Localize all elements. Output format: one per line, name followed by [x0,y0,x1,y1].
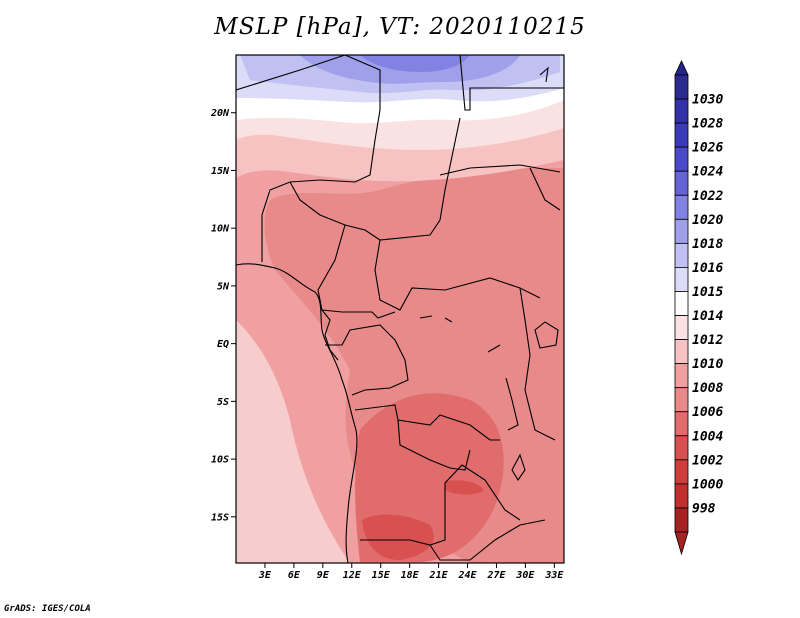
colorbar-segment [674,291,689,316]
grads-credit: GrADS: IGES/COLA [4,604,91,614]
colorbar-label: 1026 [692,141,723,156]
latitude-axis: 20N 15N 10N 5N EQ 5S 10S 15S [210,108,236,523]
lon-tick-label: 12E [343,570,362,581]
border-nigeria [289,181,381,241]
border-namibia-botswana [360,464,521,546]
colorbar-label: 1022 [692,189,723,204]
coast-west-gabon [321,309,339,361]
colorbar-label: 1000 [692,477,723,492]
lon-tick-label: 18E [401,570,420,581]
longitude-axis: 3E 6E 9E 12E 15E 18E 21E 24E 27E 30E 33E [258,563,564,581]
border-gabon-congo [325,324,409,396]
lat-tick-label: 5S [217,397,229,408]
colorbar-segment [674,170,689,196]
colorbar-label: 1004 [692,429,723,444]
map-frame [235,54,565,564]
lon-tick-label: 3E [258,570,272,581]
lon-tick-label: 9E [317,570,330,581]
border-angola-zambia [397,419,471,471]
colorbar-label: 1012 [692,333,723,348]
colorbar-segment [674,242,689,268]
field-deep-low-1 [362,514,434,560]
colorbar-label: 1015 [692,285,723,300]
colorbar-label: 1002 [692,453,723,468]
border-lakes [505,377,526,482]
lon-tick-label: 27E [486,570,506,581]
colorbar-label: 1006 [692,405,723,420]
lon-tick-label: 24E [457,570,477,581]
lon-tick-label: 30E [515,570,535,581]
lon-tick-label: 21E [429,570,449,581]
lon-tick-label: 15E [372,570,391,581]
colorbar-segment [674,483,689,509]
colorbar-segment [674,435,689,461]
colorbar-segment [674,146,689,172]
colorbar-label: 1018 [692,237,723,252]
colorbar-label: 1016 [692,261,723,276]
colorbar-segment [674,507,689,533]
colorbar-segment [674,387,689,413]
lat-tick-label: 5N [217,281,230,292]
colorbar-segment [674,218,689,244]
border-east-africa [439,164,561,441]
colorbar-segment [674,363,689,389]
colorbar-segment [674,122,689,148]
colorbar-segment [674,315,689,340]
lat-tick-label: 10N [211,224,230,235]
colorbar-label: 1014 [692,309,723,324]
colorbar-label: 1030 [692,93,723,108]
lat-tick-label: EQ [217,339,229,350]
border-sahara-north [236,55,381,262]
colorbar-top-arrow [674,60,689,76]
colorbar-label: 1028 [692,117,723,132]
border-cameroon [317,224,396,319]
border-libya-egypt [459,55,564,111]
colorbar: 1030 1028 1026 1024 1022 1020 1018 1016 1015 1014… [674,60,723,556]
colorbar-label: 1020 [692,213,723,228]
colorbar-label: 1008 [692,381,723,396]
colorbar-segment [674,339,689,365]
lat-tick-label: 10S [211,455,229,466]
colorbar-segment [674,459,689,485]
border-south-zim [429,519,546,561]
colorbar-segment [674,98,689,124]
country-borders [236,55,564,563]
lake-fragments [419,315,501,353]
border-chad-sudan [374,117,541,311]
lat-tick-label: 15S [211,512,229,523]
colorbar-label: 1010 [692,357,723,372]
field-deep-low-2 [445,480,484,495]
colorbar-label: 1024 [692,165,723,180]
colorbar-segment [674,411,689,437]
colorbar-segment [674,267,689,292]
lon-tick-label: 33E [544,570,564,581]
coastline-west [236,263,358,563]
colorbar-segment [674,74,689,100]
colorbar-label: 998 [692,501,716,516]
lat-tick-label: 20N [210,108,230,119]
border-red-sea-hint [539,66,549,83]
border-drc-south [354,404,500,441]
lon-tick-label: 6E [288,570,301,581]
colorbar-bottom-arrow [674,531,689,556]
chart-title: MSLP [hPa], VT: 2020110215 [214,14,586,40]
field-high-1020 [360,55,470,72]
colorbar-segment [674,194,689,220]
lake-victoria [534,321,559,349]
lat-tick-label: 15N [211,166,230,177]
